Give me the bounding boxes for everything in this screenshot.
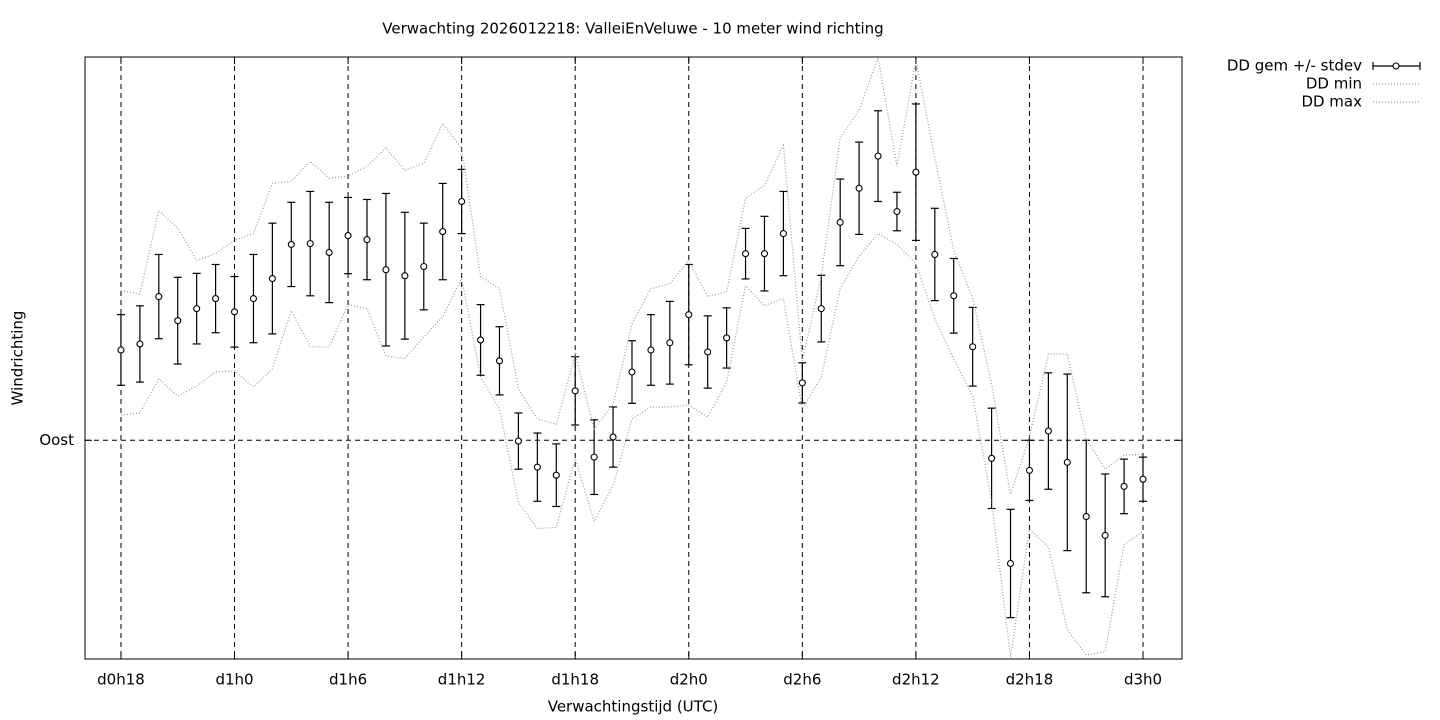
- x-tick-label: d3h0: [1124, 671, 1162, 689]
- mean-point: [893, 207, 901, 216]
- x-tick-label: d2h18: [1006, 671, 1054, 689]
- range-line: [120, 55, 1144, 495]
- mean-point: [212, 295, 220, 303]
- x-tick-label: d1h18: [551, 671, 599, 689]
- mean-point: [590, 453, 598, 461]
- mean-point: [495, 357, 504, 365]
- mean-point: [287, 240, 295, 248]
- mean-point: [950, 292, 958, 300]
- mean-point: [268, 274, 276, 283]
- mean-point: [988, 454, 996, 462]
- mean-point: [477, 336, 485, 344]
- x-axis-label: Verwachtingstijd (UTC): [548, 698, 719, 716]
- mean-point: [628, 368, 636, 376]
- mean-point: [420, 262, 428, 271]
- mean-point: [439, 228, 447, 236]
- mean-point: [855, 184, 863, 192]
- mean-point: [533, 463, 541, 471]
- mean-point: [1139, 475, 1147, 483]
- mean-point: [874, 152, 882, 160]
- x-tick-label: d2h6: [783, 671, 821, 689]
- mean-point: [798, 379, 806, 387]
- mean-point: [760, 250, 769, 258]
- mean-point: [552, 471, 560, 479]
- mean-point: [230, 308, 239, 316]
- mean-point: [704, 348, 712, 356]
- y-axis-label: Windrichting: [9, 311, 27, 406]
- chart-title: Verwachting 2026012218: ValleiEnVeluwe -…: [382, 20, 883, 38]
- legend-label: DD min: [1306, 75, 1362, 93]
- mean-point: [836, 218, 844, 226]
- legend-swatch: [1392, 62, 1400, 70]
- mean-point: [1025, 466, 1033, 474]
- x-tick-label: d1h12: [438, 671, 486, 689]
- mean-point: [363, 236, 371, 244]
- mean-point: [344, 232, 352, 240]
- mean-point: [1006, 559, 1015, 568]
- mean-point: [685, 311, 693, 319]
- mean-point: [174, 317, 182, 325]
- mean-point: [931, 250, 939, 259]
- mean-point: [514, 437, 522, 445]
- mean-point: [1082, 512, 1090, 521]
- x-tick-label: d1h6: [329, 671, 367, 689]
- mean-point: [779, 230, 787, 238]
- mean-point: [136, 340, 144, 348]
- mean-point: [969, 343, 977, 351]
- mean-point: [306, 240, 314, 248]
- mean-point: [912, 168, 920, 176]
- mean-point: [325, 248, 333, 256]
- y-tick-label: Oost: [39, 431, 74, 449]
- mean-point: [666, 339, 674, 347]
- x-tick-label: d0h18: [97, 671, 145, 689]
- mean-point: [1120, 482, 1128, 490]
- mean-point: [723, 334, 731, 342]
- plot-frame: [84, 56, 1183, 660]
- mean-point: [401, 272, 409, 280]
- range-line: [120, 232, 1144, 658]
- x-tick-label: d2h12: [892, 671, 940, 689]
- legend-label: DD gem +/- stdev: [1227, 57, 1362, 75]
- mean-point: [571, 387, 579, 395]
- mean-point: [1063, 458, 1071, 466]
- mean-point: [1044, 427, 1052, 435]
- x-tick-label: d2h0: [670, 671, 708, 689]
- mean-point: [155, 293, 163, 301]
- legend-label: DD max: [1301, 93, 1362, 111]
- mean-point: [249, 295, 257, 303]
- mean-point: [741, 250, 750, 258]
- mean-point: [458, 197, 466, 206]
- mean-point: [817, 305, 825, 313]
- mean-point: [193, 305, 201, 313]
- mean-point: [647, 346, 655, 354]
- mean-point: [382, 266, 390, 274]
- x-tick-label: d1h0: [215, 671, 253, 689]
- mean-point: [609, 433, 617, 441]
- mean-point: [117, 346, 125, 354]
- mean-point: [1101, 531, 1109, 539]
